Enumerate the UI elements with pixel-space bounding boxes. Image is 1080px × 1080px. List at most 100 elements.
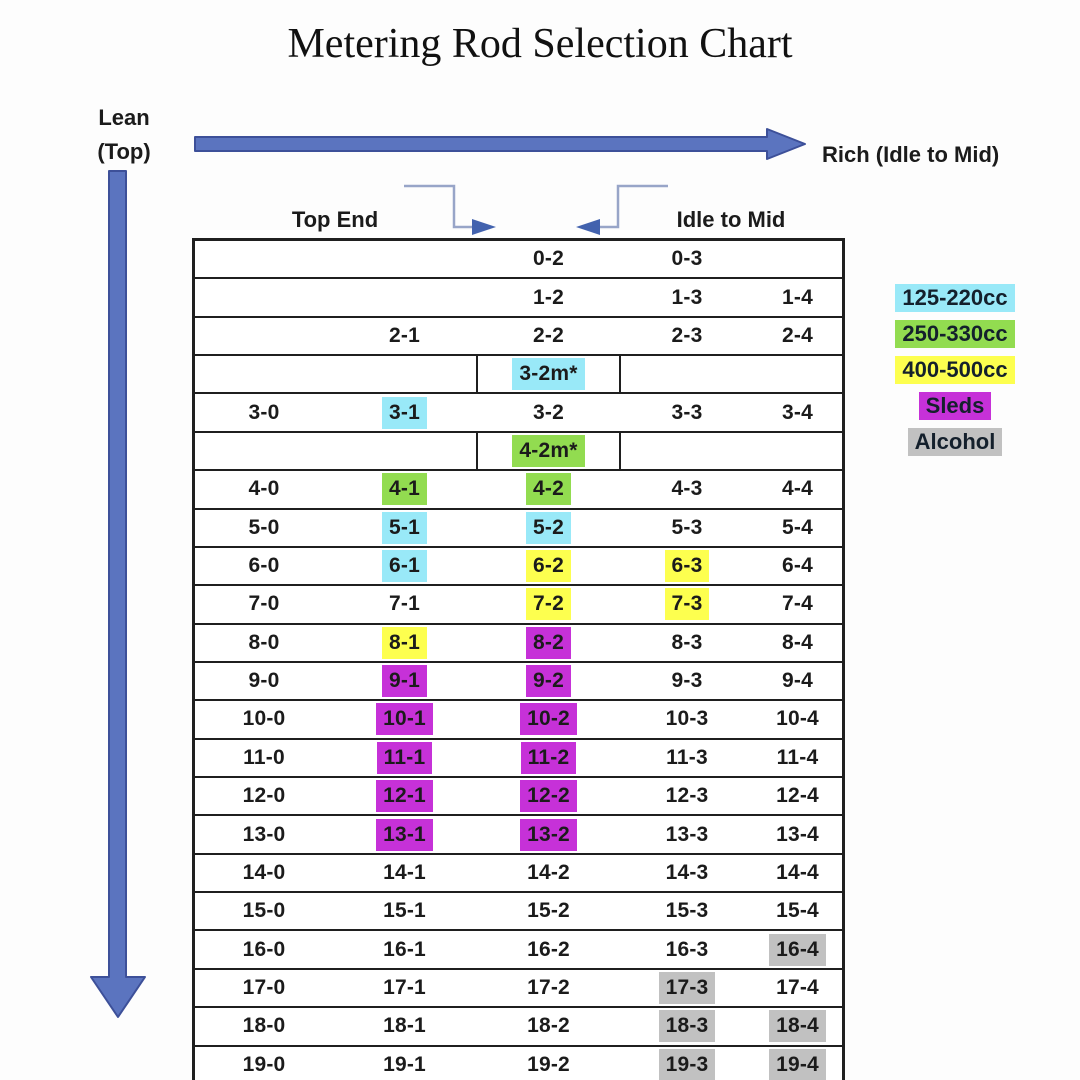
table-cell: 3-4 — [753, 394, 842, 430]
table-cell: 14-2 — [476, 855, 621, 891]
table-cell: 8-1 — [333, 625, 476, 661]
rod-code: 8-4 — [782, 630, 813, 654]
legend-row: Alcohol — [880, 428, 1030, 464]
table-cell: 6-2 — [476, 548, 621, 584]
table-cell: 16-2 — [476, 931, 621, 967]
table-cell: 9-1 — [333, 663, 476, 699]
rod-code: 19-0 — [242, 1052, 286, 1076]
table-cell — [333, 279, 476, 315]
table-cell: 11-3 — [621, 740, 753, 776]
rod-code: 17-2 — [527, 976, 570, 999]
table-cell: 19-1 — [333, 1047, 476, 1080]
table-cell — [753, 241, 842, 277]
table-cell: 13-0 — [195, 816, 333, 852]
table-cell: 11-0 — [195, 740, 333, 776]
table-cell: 6-3 — [621, 548, 753, 584]
rod-code-magenta: 13-1 — [376, 818, 433, 851]
table-cell: 16-4 — [753, 931, 842, 967]
table-cell: 13-3 — [621, 816, 753, 852]
top-end-elbow-arrow-icon — [404, 184, 496, 235]
rod-code-magenta: 10-2 — [520, 703, 577, 736]
rod-code-yellow: 7-3 — [664, 588, 710, 621]
table-cell: 16-3 — [621, 931, 753, 967]
rod-code: 3-0 — [248, 400, 280, 424]
table-row: 5-0 5-1 5-2 5-3 5-4 — [195, 507, 842, 546]
table-cell: 9-3 — [621, 663, 753, 699]
rod-code-magenta: 11-2 — [520, 741, 577, 774]
table-cell: 2-2 — [476, 318, 621, 354]
legend-item-yellow: 400-500cc — [895, 356, 1015, 384]
table-cell: 14-4 — [753, 855, 842, 891]
table-row: 3-2m* — [195, 354, 842, 393]
rod-code: 17-0 — [242, 976, 286, 999]
table-cell — [195, 356, 476, 392]
table-row: 4-0 4-1 4-2 4-3 4-4 — [195, 469, 842, 507]
rod-table: 0-2 0-3 1-2 1-3 1-4 2-1 2-2 2-3 2-4 3-2m* 3-0 3-1 3-… — [192, 238, 845, 1080]
rod-code: 14-1 — [383, 860, 426, 884]
table-cell: 7-3 — [621, 586, 753, 622]
rod-code: 13-3 — [665, 822, 709, 846]
legend-row: 250-330cc — [880, 320, 1030, 356]
rod-code-magenta: 11-1 — [376, 741, 433, 774]
rod-code: 16-0 — [242, 937, 286, 961]
table-cell: 8-3 — [621, 625, 753, 661]
table-cell: 17-4 — [753, 970, 842, 1006]
table-row: 12-0 12-1 12-2 12-3 12-4 — [195, 776, 842, 814]
table-cell: 5-1 — [333, 510, 476, 546]
table-cell: 4-0 — [195, 471, 333, 507]
rod-code: 15-3 — [665, 899, 709, 923]
table-cell: 6-1 — [333, 548, 476, 584]
rod-code: 8-0 — [248, 630, 280, 654]
rod-code: 18-2 — [527, 1014, 570, 1038]
legend: 125-220cc 250-330cc 400-500cc Sleds Alcohol — [880, 284, 1030, 464]
rod-code: 6-4 — [782, 554, 813, 578]
rod-code: 7-1 — [389, 592, 420, 616]
rod-code: 11-0 — [243, 745, 285, 769]
table-cell: 5-0 — [195, 510, 333, 546]
table-row: 6-0 6-1 6-2 6-3 6-4 — [195, 545, 842, 584]
table-cell: 17-0 — [195, 970, 333, 1006]
table-cell — [621, 433, 842, 469]
table-cell: 1-4 — [753, 279, 842, 315]
rod-code-gray: 16-4 — [769, 933, 826, 966]
table-cell: 19-4 — [753, 1047, 842, 1080]
table-cell: 19-3 — [621, 1047, 753, 1080]
rod-code-magenta: 13-2 — [520, 818, 577, 851]
rod-code-gray: 18-3 — [658, 1010, 716, 1043]
lean-label-line1: Lean — [98, 105, 150, 130]
table-cell: 6-0 — [195, 548, 333, 584]
table-cell: 10-4 — [753, 701, 842, 737]
table-cell: 3-2 — [476, 394, 621, 430]
table-cell: 13-4 — [753, 816, 842, 852]
rod-code: 3-4 — [782, 400, 813, 424]
table-cell: 14-1 — [333, 855, 476, 891]
rod-code-green: 4-2m* — [512, 434, 585, 467]
table-cell: 2-4 — [753, 318, 842, 354]
table-cell: 4-2 — [476, 471, 621, 507]
table-cell: 5-4 — [753, 510, 842, 546]
legend-item-green: 250-330cc — [895, 320, 1015, 348]
table-cell: 15-1 — [333, 893, 476, 929]
table-cell — [195, 318, 333, 354]
table-cell: 2-1 — [333, 318, 476, 354]
table-cell: 12-0 — [195, 778, 333, 814]
rod-code: 3-3 — [671, 400, 703, 424]
table-cell: 12-1 — [333, 778, 476, 814]
table-cell: 0-3 — [621, 241, 753, 277]
table-cell: 19-2 — [476, 1047, 621, 1080]
table-cell: 12-4 — [753, 778, 842, 814]
table-cell: 18-4 — [753, 1008, 842, 1044]
rod-code: 17-1 — [383, 976, 426, 999]
table-cell: 10-1 — [333, 701, 476, 737]
idle-mid-elbow-arrow-icon — [576, 184, 668, 235]
rod-code: 12-3 — [665, 784, 709, 808]
rod-code-yellow: 6-3 — [664, 550, 710, 583]
rod-code: 5-0 — [248, 515, 280, 539]
table-row: 13-0 13-1 13-2 13-3 13-4 — [195, 814, 842, 852]
table-cell: 7-2 — [476, 586, 621, 622]
table-cell: 13-2 — [476, 816, 621, 852]
table-row: 7-0 7-1 7-2 7-3 7-4 — [195, 584, 842, 622]
rod-code: 13-0 — [242, 822, 286, 846]
rod-code: 19-1 — [383, 1052, 426, 1076]
table-cell: 17-3 — [621, 970, 753, 1006]
